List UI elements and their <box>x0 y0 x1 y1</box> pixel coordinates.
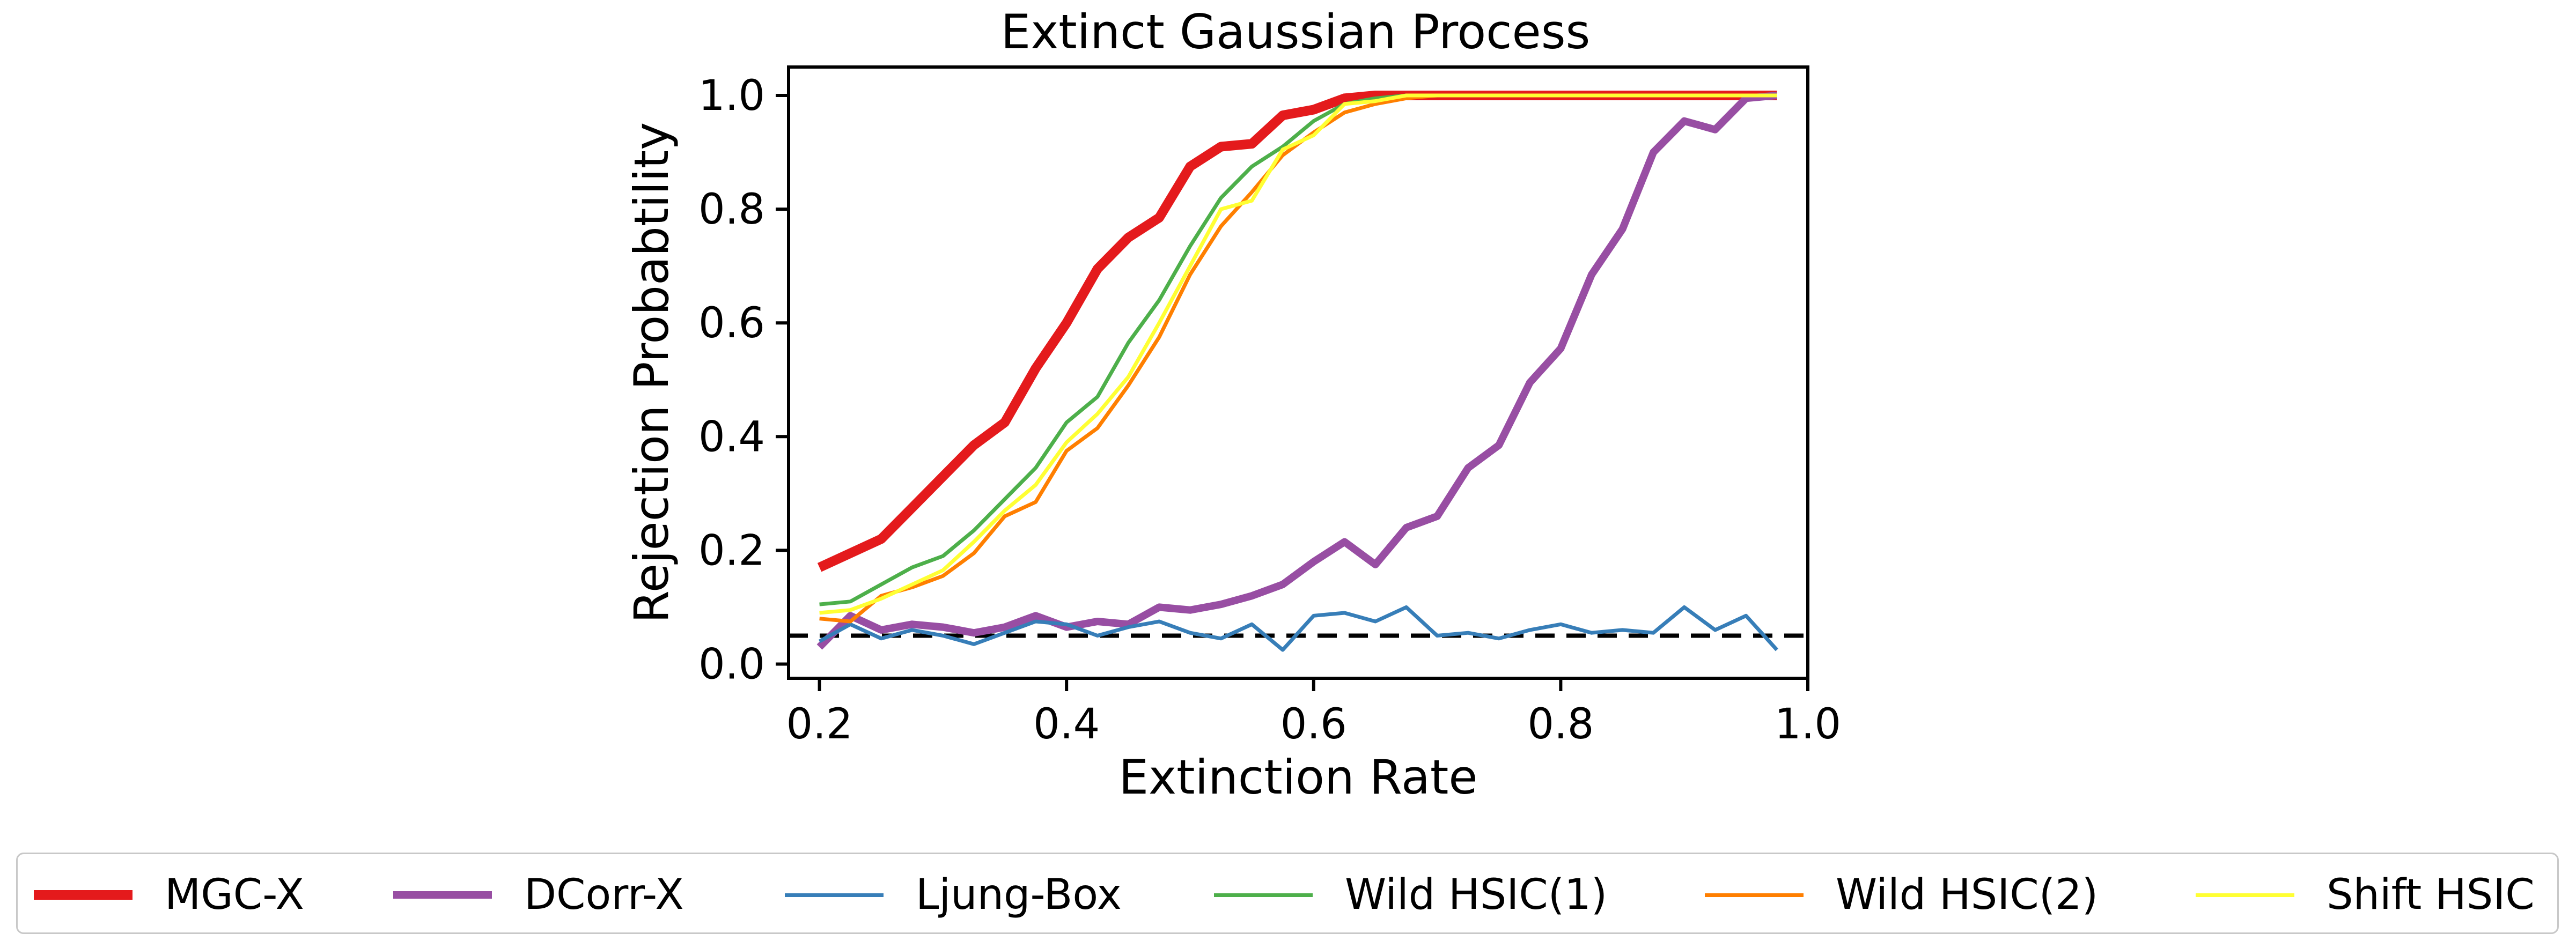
x-tick-label: 0.6 <box>1280 700 1347 749</box>
y-tick-label: 0.0 <box>698 640 765 688</box>
y-tick-label: 0.8 <box>698 186 765 234</box>
y-tick-label: 0.4 <box>698 413 765 461</box>
series-line-shift-hsic <box>819 93 1777 615</box>
series-line-dcorr-x <box>816 92 1778 650</box>
x-tick-label: 0.8 <box>1527 700 1594 749</box>
legend-swatch <box>1214 893 1313 897</box>
x-axis-label: Extinction Rate <box>1118 750 1477 805</box>
y-tick-label: 1.0 <box>698 72 765 120</box>
legend-label: Wild HSIC(1) <box>1345 871 1608 919</box>
series-line-wild-hsic-2 <box>819 93 1777 624</box>
legend-swatch <box>785 893 884 897</box>
y-tick-label: 0.2 <box>698 527 765 575</box>
legend-label: Ljung-Box <box>916 871 1122 919</box>
legend-item: DCorr-X <box>393 854 684 936</box>
legend-label: Wild HSIC(2) <box>1836 871 2099 919</box>
series-line-wild-hsic-1 <box>819 93 1777 606</box>
legend-item: Ljung-Box <box>785 854 1122 936</box>
legend-label: Shift HSIC <box>2327 871 2535 919</box>
legend-item: MGC-X <box>34 854 304 936</box>
legend: MGC-X DCorr-X Ljung-Box Wild HSIC(1) Wild HS… <box>16 853 2559 934</box>
legend-label: DCorr-X <box>524 871 684 919</box>
line-chart: Extinct Gaussian Process 0.2 0.4 0.6 0.8 1.0… <box>624 4 1841 805</box>
y-axis-label: Rejection Probabtility <box>624 122 679 624</box>
legend-swatch <box>393 891 492 899</box>
legend-label: MGC-X <box>165 871 304 919</box>
y-tick-label: 0.6 <box>698 299 765 347</box>
legend-item: Shift HSIC <box>2196 854 2535 936</box>
legend-swatch <box>2196 893 2294 897</box>
x-tick-label: 1.0 <box>1775 700 1841 749</box>
x-tick-label: 0.4 <box>1033 700 1100 749</box>
legend-item: Wild HSIC(2) <box>1705 854 2098 936</box>
legend-swatch <box>1705 893 1804 897</box>
x-tick-label: 0.2 <box>786 700 853 749</box>
legend-swatch <box>34 890 133 900</box>
chart-title: Extinct Gaussian Process <box>1001 4 1591 60</box>
series-line-ljung-box <box>818 605 1778 652</box>
plot-frame <box>787 65 1809 680</box>
legend-item: Wild HSIC(1) <box>1214 854 1607 936</box>
series-line-mgc-x <box>817 91 1777 572</box>
